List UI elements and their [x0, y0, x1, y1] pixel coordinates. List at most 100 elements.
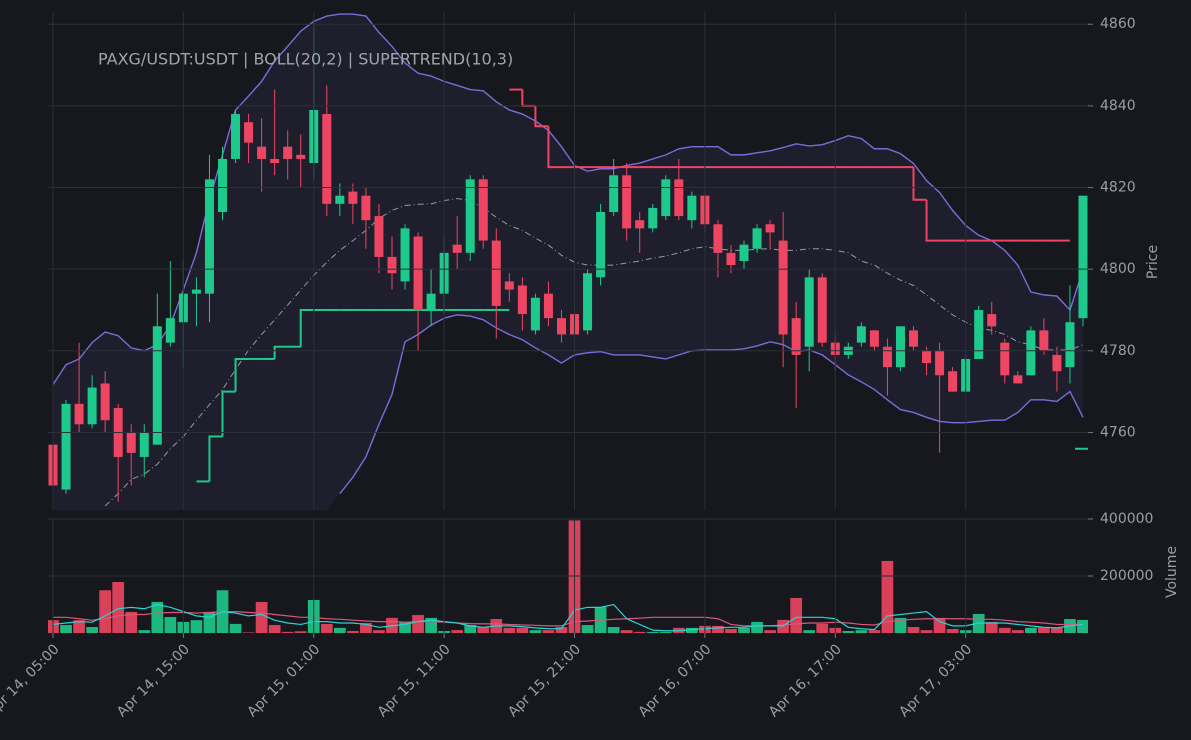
- candle-body: [739, 244, 749, 261]
- supertrend-up: [208, 435, 223, 482]
- candle-body: [713, 224, 723, 253]
- candle-body: [583, 273, 593, 331]
- candle-body: [869, 330, 879, 347]
- volume-tick-label: 200000: [1100, 568, 1153, 584]
- volume-bar: [451, 630, 464, 633]
- volume-bar: [985, 621, 998, 633]
- y-tick-label: 4840: [1100, 98, 1136, 114]
- x-tick-label: Apr 14, 05:00: [0, 641, 63, 720]
- supertrend-down: [547, 126, 562, 169]
- volume-bar: [738, 627, 750, 633]
- candle-body: [126, 432, 136, 453]
- volume-bar: [907, 627, 920, 633]
- candle-body: [74, 403, 84, 425]
- x-tick-label: Apr 15, 01:00: [244, 641, 323, 720]
- volume-bar: [99, 590, 112, 633]
- candle-body: [895, 326, 905, 368]
- candle-body: [765, 224, 775, 233]
- price-panel: [48, 13, 1088, 510]
- supertrend-up: [273, 345, 288, 359]
- candle-body: [465, 179, 475, 253]
- volume-bar: [725, 629, 737, 633]
- candle-body: [478, 179, 488, 241]
- y-tick-label: 4820: [1100, 180, 1136, 196]
- candle-body: [661, 179, 671, 217]
- volume-bar: [555, 627, 568, 633]
- volume-bar: [138, 630, 151, 633]
- candle-body: [635, 220, 645, 229]
- volume-bar: [503, 627, 516, 633]
- volume-bar: [542, 630, 555, 633]
- volume-panel: [48, 520, 1088, 633]
- volume-bar: [803, 630, 816, 633]
- candle-body: [778, 240, 788, 335]
- supertrend-down: [925, 199, 940, 242]
- y-axis-label: Price: [1145, 245, 1161, 279]
- supertrend-down: [912, 167, 927, 201]
- candle-body: [231, 114, 241, 159]
- volume-bar: [412, 615, 424, 633]
- candle-body: [726, 252, 736, 266]
- volume-bar: [751, 621, 763, 633]
- volume-bar: [164, 617, 177, 633]
- candle-body: [1039, 330, 1049, 351]
- y-tick-label: 4800: [1100, 261, 1136, 277]
- candle-body: [596, 212, 606, 278]
- volume-bar: [373, 630, 385, 633]
- candle-body: [165, 318, 175, 343]
- x-tick-label: Apr 15, 21:00: [505, 641, 584, 720]
- x-tick-label: Apr 16, 17:00: [766, 641, 845, 720]
- volume-bar: [816, 623, 829, 633]
- volume-bar: [190, 620, 203, 633]
- candle-body: [296, 154, 306, 159]
- candle-body: [87, 387, 97, 425]
- bollinger-middle: [104, 198, 1084, 507]
- volume-ma-fast: [52, 603, 1084, 632]
- volume-bar: [294, 631, 307, 633]
- volume-bar: [855, 630, 868, 633]
- volume-bar: [712, 625, 724, 633]
- candle-body: [948, 371, 958, 392]
- volume-bar: [998, 627, 1011, 633]
- bollinger-lower: [339, 314, 1084, 495]
- volume-bar: [933, 617, 946, 633]
- candle-body: [1013, 375, 1023, 384]
- candle-body: [244, 122, 254, 143]
- volume-bar: [255, 601, 268, 633]
- y-tick-label: 4780: [1100, 343, 1136, 359]
- volume-bar: [529, 630, 542, 633]
- volume-bar: [86, 627, 98, 633]
- volume-bar: [112, 581, 125, 633]
- volume-bar: [268, 625, 281, 633]
- candle-body: [648, 207, 658, 229]
- candle-body: [426, 293, 436, 310]
- volume-bar: [125, 611, 138, 633]
- bollinger-upper: [52, 13, 1084, 386]
- volume-bar: [464, 625, 477, 633]
- volume-bar: [242, 632, 255, 633]
- volume-bar: [281, 631, 294, 633]
- y-tick-label: 4860: [1100, 16, 1136, 32]
- volume-bar: [1024, 627, 1037, 633]
- volume-bar: [868, 630, 881, 633]
- supertrend-up: [234, 357, 249, 392]
- supertrend-down: [521, 89, 536, 107]
- supertrend-up: [221, 390, 236, 437]
- candle-body: [674, 179, 684, 217]
- chart-title: PAXG/USDT:USDT | BOLL(20,2) | SUPERTREND…: [98, 50, 513, 69]
- candle-body: [270, 158, 280, 164]
- volume-bar: [790, 597, 803, 633]
- candle-body: [1065, 322, 1075, 368]
- candle-body: [361, 195, 371, 221]
- candle-body: [882, 346, 892, 368]
- volume-bar: [920, 630, 933, 633]
- candle-body: [622, 175, 632, 229]
- volume-bar: [360, 623, 372, 633]
- volume-bar: [320, 623, 333, 633]
- volume-bar: [607, 627, 620, 633]
- volume-bar: [659, 631, 672, 633]
- volume-bar: [203, 611, 216, 633]
- candle-body: [517, 285, 527, 315]
- volume-bar: [60, 625, 72, 633]
